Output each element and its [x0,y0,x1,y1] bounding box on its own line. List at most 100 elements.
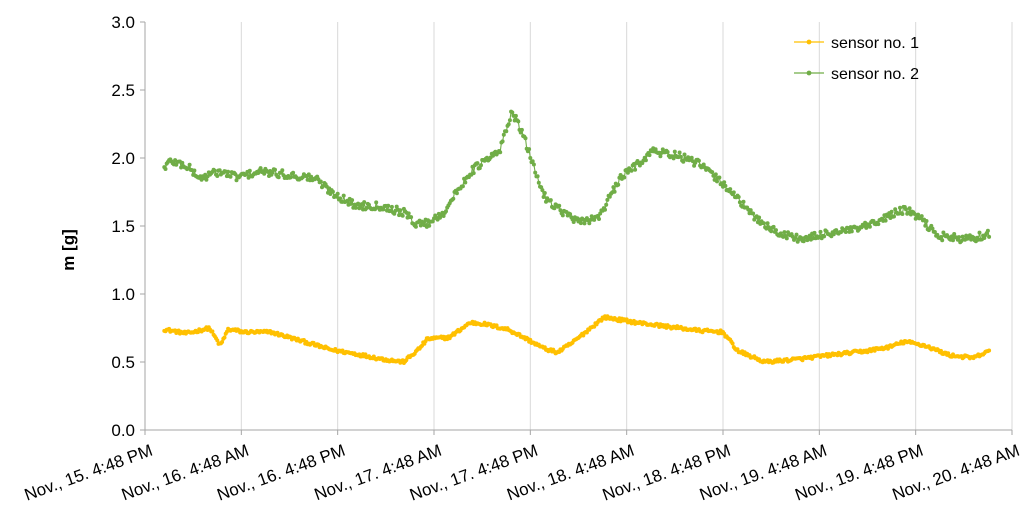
y-axis-title: m [g] [59,229,78,271]
data-point [494,323,499,328]
data-point [215,174,220,178]
data-point [822,234,827,239]
data-point [812,230,817,235]
data-point [210,329,215,334]
data-point [605,197,610,202]
data-point [653,147,658,152]
data-point [893,207,898,212]
data-point [689,155,694,160]
data-point [987,234,992,239]
data-point [985,228,990,233]
data-point [774,228,778,233]
data-point [923,223,928,228]
y-tick-label: 1.5 [111,217,135,236]
data-point [692,163,697,168]
data-point [374,200,379,205]
y-tick-label: 2.0 [111,149,135,168]
data-point [418,223,423,228]
data-point [212,168,217,173]
data-point [831,232,836,237]
data-point [939,235,943,239]
data-point [507,118,512,123]
data-point [629,168,634,173]
data-point [280,168,285,173]
data-point [510,110,515,115]
data-point [247,168,252,173]
data-point [356,201,361,206]
data-point [533,170,538,175]
data-point [536,180,541,185]
data-point [761,221,766,226]
series-2 [162,109,992,245]
data-point [541,195,546,199]
data-point [552,206,557,211]
data-point [957,235,961,240]
data-point [330,189,335,194]
data-point [413,224,418,229]
data-point [273,167,277,172]
data-point [444,209,448,214]
data-point [535,174,540,179]
data-point [757,215,762,220]
data-point [228,174,233,179]
data-point [919,214,924,219]
data-point [500,139,505,144]
data-point [782,230,787,235]
data-point [542,191,547,195]
data-point [794,232,799,237]
data-point [932,230,937,234]
data-point [867,224,872,229]
data-point [582,221,587,226]
data-point [430,219,435,224]
data-point [398,208,403,213]
data-point [504,129,509,134]
data-point [163,167,168,171]
data-point [513,113,518,118]
y-tick-label: 1.0 [111,285,135,304]
data-point [338,196,343,201]
data-point [849,229,854,234]
data-point [643,158,648,163]
data-point [498,150,503,155]
data-point [616,182,621,187]
data-point [843,230,848,234]
data-point [587,221,592,226]
data-point [624,317,629,322]
data-point [530,159,535,164]
data-point [392,211,397,216]
data-point [568,212,573,217]
data-point [364,206,369,210]
data-point [710,170,715,175]
data-point [864,225,869,230]
data-point [441,214,446,218]
data-point [765,221,770,226]
data-point [898,205,902,210]
data-point [451,196,456,201]
data-point [731,190,736,195]
data-point [940,238,945,243]
data-point [215,338,220,343]
data-point [736,195,741,199]
data-point [730,341,735,346]
series-1 [162,314,992,365]
data-point [622,175,627,180]
data-point [982,236,987,240]
data-point [611,185,616,190]
y-tick-label: 3.0 [111,13,135,32]
data-point [904,207,908,212]
data-point [528,337,533,342]
data-point [598,211,603,216]
data-point [818,229,823,234]
data-point [889,209,894,214]
data-point [386,203,391,208]
y-tick-label: 0.5 [111,353,135,372]
data-point [784,236,789,241]
data-point [607,194,612,199]
data-point [625,170,630,175]
legend-label: sensor no. 2 [831,66,919,83]
data-point [589,214,594,219]
data-point [678,154,683,159]
